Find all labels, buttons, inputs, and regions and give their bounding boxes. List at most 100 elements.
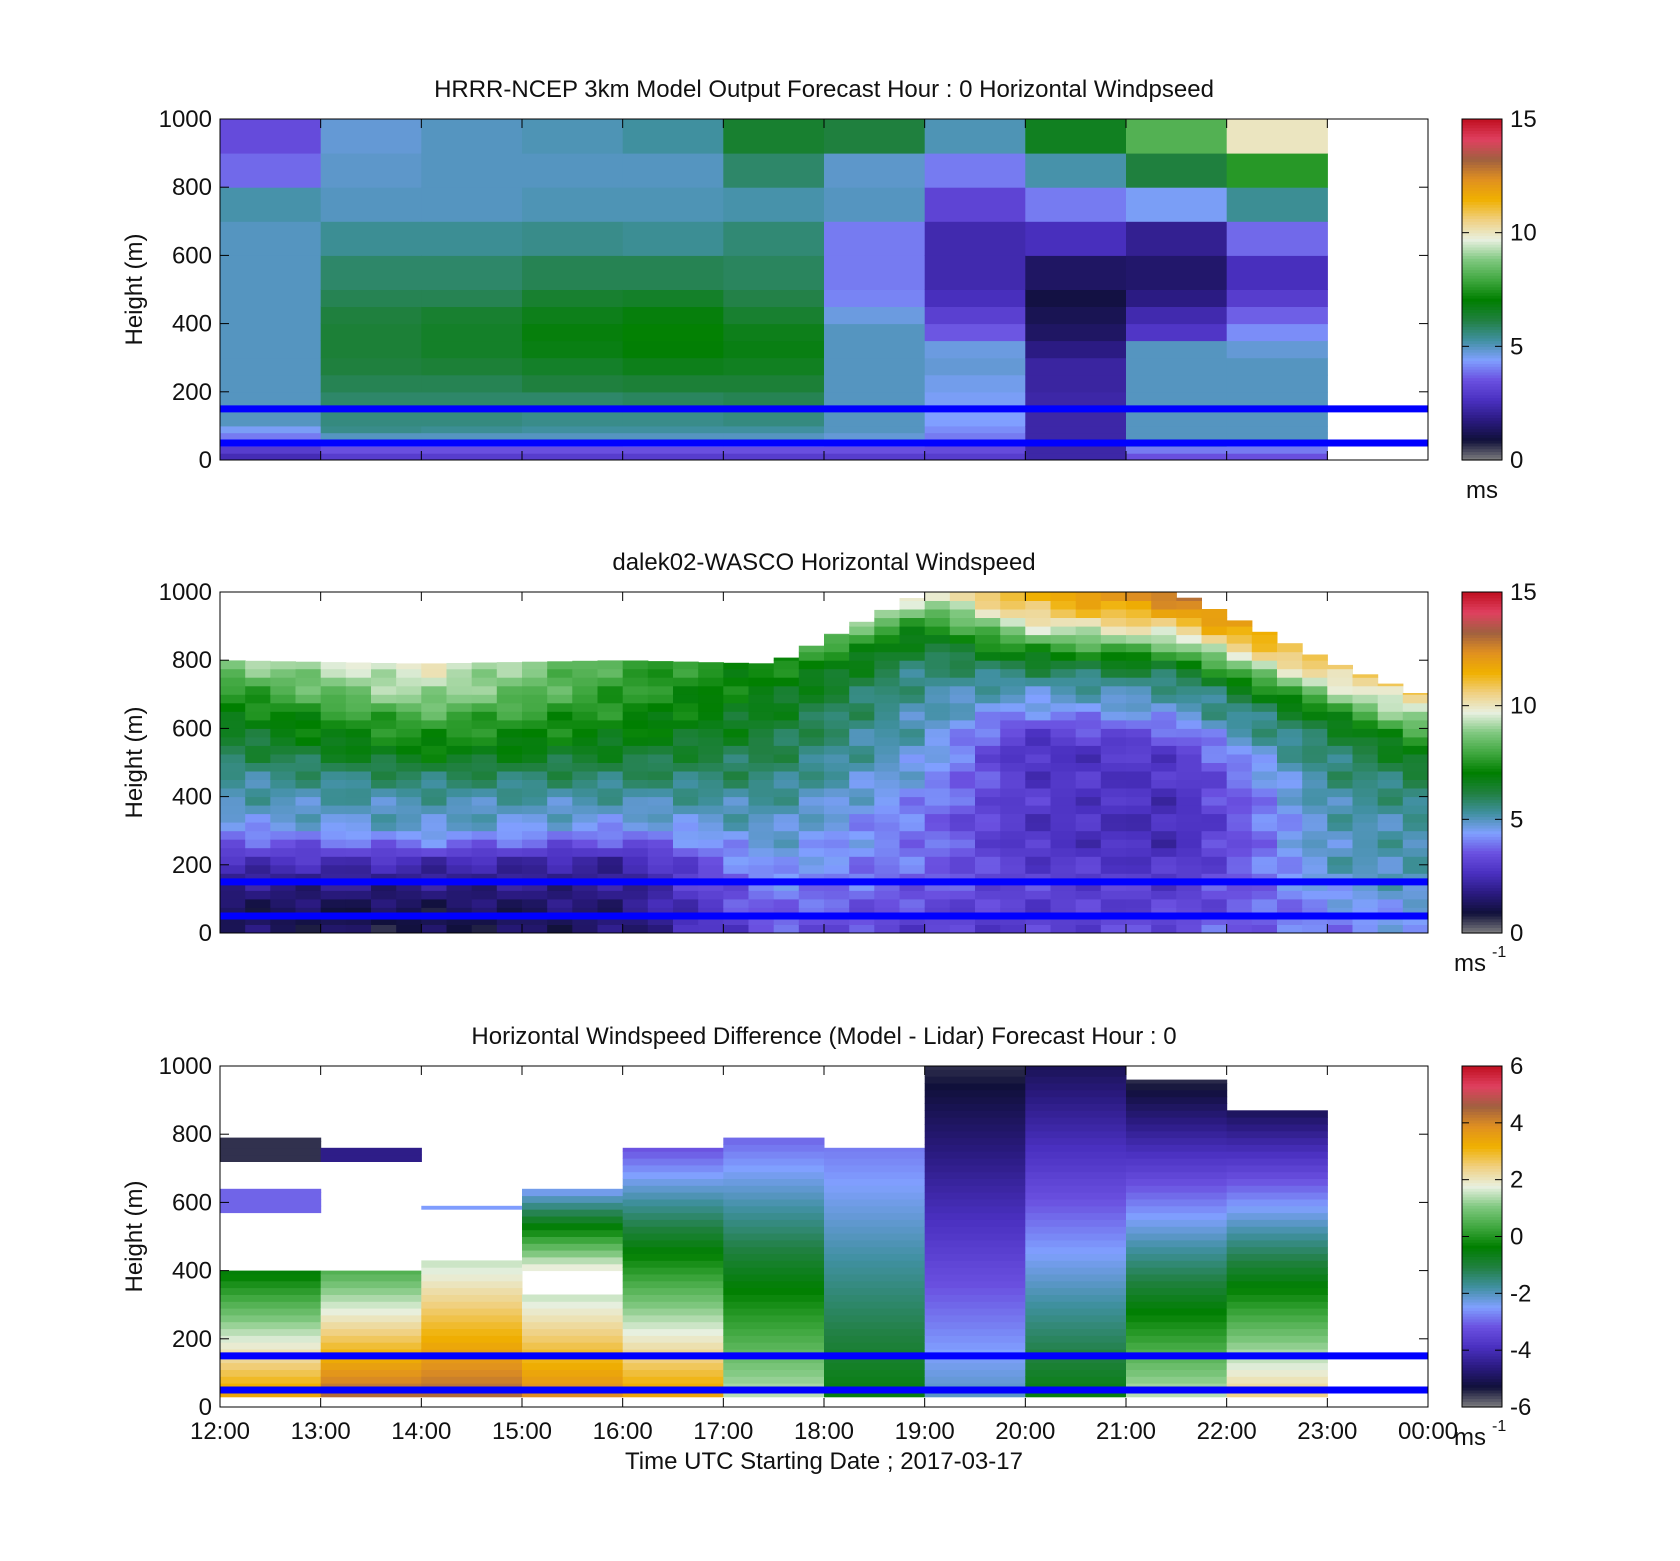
colorbar-swatch bbox=[1462, 451, 1502, 455]
heatmap-cell bbox=[295, 728, 322, 738]
heatmap-cell bbox=[1050, 754, 1077, 763]
heatmap-cell bbox=[1251, 805, 1278, 815]
heatmap-cell bbox=[421, 1328, 523, 1336]
heatmap-cell bbox=[597, 796, 624, 806]
colorbar-tick-label: 5 bbox=[1510, 806, 1523, 833]
heatmap-cell bbox=[1126, 694, 1152, 704]
heatmap-cell bbox=[1025, 1171, 1127, 1179]
heatmap-cell bbox=[723, 907, 749, 917]
heatmap-cell bbox=[1151, 617, 1177, 627]
colorbar-swatch bbox=[1462, 1404, 1502, 1408]
heatmap-cell bbox=[899, 813, 926, 823]
heatmap-cell bbox=[245, 702, 271, 712]
heatmap-cell bbox=[396, 864, 422, 874]
heatmap-cell bbox=[1126, 340, 1228, 359]
heatmap-cell bbox=[421, 822, 447, 832]
heatmap-cell bbox=[421, 306, 523, 325]
heatmap-cell bbox=[1302, 779, 1328, 789]
heatmap-cell bbox=[220, 391, 322, 410]
heatmap-cell bbox=[622, 1212, 724, 1220]
heatmap-cell bbox=[1126, 1328, 1228, 1336]
heatmap-cell bbox=[1277, 890, 1303, 900]
heatmap-cell bbox=[622, 1362, 724, 1370]
heatmap-cell bbox=[471, 873, 498, 883]
heatmap-cell bbox=[320, 907, 347, 917]
heatmap-cell bbox=[1025, 1205, 1127, 1214]
heatmap-cell bbox=[1327, 745, 1353, 755]
heatmap-cell bbox=[949, 634, 976, 644]
heatmap-cell bbox=[1226, 898, 1253, 908]
heatmap-cell bbox=[1000, 651, 1026, 661]
heatmap-cell bbox=[1151, 771, 1177, 780]
colorbar-swatch bbox=[1462, 606, 1502, 610]
heatmap-cell bbox=[975, 592, 1001, 601]
heatmap-cell bbox=[1277, 864, 1303, 874]
heatmap-cell bbox=[924, 685, 951, 695]
heatmap-cell bbox=[1075, 677, 1102, 687]
heatmap-cell bbox=[924, 1205, 1026, 1214]
heatmap-cell bbox=[522, 1301, 624, 1309]
heatmap-cell bbox=[1277, 728, 1303, 738]
heatmap-cell bbox=[421, 187, 523, 222]
heatmap-cell bbox=[1126, 626, 1152, 636]
heatmap-cell bbox=[421, 702, 447, 712]
colorbar-swatch bbox=[1462, 651, 1502, 656]
heatmap-cell bbox=[1302, 924, 1328, 934]
heatmap-cell bbox=[622, 1192, 724, 1200]
colorbar-swatch bbox=[1462, 337, 1502, 342]
heatmap-cell bbox=[1126, 685, 1152, 695]
heatmap-cell bbox=[320, 702, 347, 712]
heatmap-cell bbox=[1277, 830, 1303, 840]
heatmap-cell bbox=[723, 187, 825, 222]
heatmap-cell bbox=[1025, 1158, 1127, 1166]
heatmap-cell bbox=[1075, 643, 1102, 653]
heatmap-cell bbox=[874, 677, 900, 687]
heatmap-cell bbox=[572, 711, 598, 721]
heatmap-cell bbox=[899, 634, 926, 644]
heatmap-cell bbox=[345, 719, 372, 729]
colorbar-swatch bbox=[1462, 1395, 1502, 1400]
heatmap-cell bbox=[622, 1355, 724, 1364]
heatmap-cell bbox=[949, 907, 976, 917]
colorbar-swatch bbox=[1462, 406, 1502, 410]
heatmap-cell bbox=[723, 1274, 825, 1282]
heatmap-cell bbox=[622, 762, 649, 772]
colorbar-swatch bbox=[1462, 391, 1502, 396]
heatmap-cell bbox=[723, 745, 749, 755]
heatmap-cell bbox=[723, 1280, 825, 1289]
heatmap-cell bbox=[496, 924, 523, 934]
heatmap-cell bbox=[1151, 643, 1177, 653]
heatmap-cell bbox=[572, 839, 598, 849]
colorbar-swatch bbox=[1462, 1381, 1502, 1385]
heatmap-cell bbox=[1226, 881, 1253, 891]
colorbar-swatch bbox=[1462, 731, 1502, 735]
colorbar-swatch bbox=[1462, 457, 1502, 461]
heatmap-cell bbox=[421, 847, 447, 857]
heatmap-cell bbox=[1000, 626, 1026, 636]
heatmap-cell bbox=[949, 694, 976, 704]
heatmap-cell bbox=[522, 788, 548, 798]
heatmap-cell bbox=[1201, 830, 1228, 840]
colorbar-unit: ms bbox=[1454, 950, 1486, 977]
heatmap-cell bbox=[522, 432, 624, 440]
heatmap-cell bbox=[748, 873, 775, 883]
heatmap-cell bbox=[1302, 796, 1328, 806]
colorbar-swatch bbox=[1462, 442, 1502, 447]
heatmap-cell bbox=[572, 796, 598, 806]
heatmap-cell bbox=[1226, 1185, 1328, 1193]
colorbar-swatch bbox=[1462, 1387, 1502, 1391]
colorbar-swatch bbox=[1462, 1068, 1502, 1073]
heatmap-cell bbox=[572, 702, 598, 712]
heatmap-cell bbox=[1025, 1342, 1127, 1350]
heatmap-cell bbox=[924, 1117, 1026, 1125]
y-tick-label: 1000 bbox=[159, 579, 212, 606]
heatmap-cell bbox=[1201, 728, 1228, 738]
heatmap-cell bbox=[1327, 856, 1353, 866]
heatmap-cell bbox=[220, 1335, 322, 1343]
heatmap-cell bbox=[673, 822, 699, 832]
heatmap-cell bbox=[522, 1308, 624, 1316]
heatmap-cell bbox=[824, 432, 926, 440]
heatmap-cell bbox=[446, 771, 473, 780]
heatmap-cell bbox=[220, 685, 246, 695]
colorbar-swatch bbox=[1462, 334, 1502, 339]
